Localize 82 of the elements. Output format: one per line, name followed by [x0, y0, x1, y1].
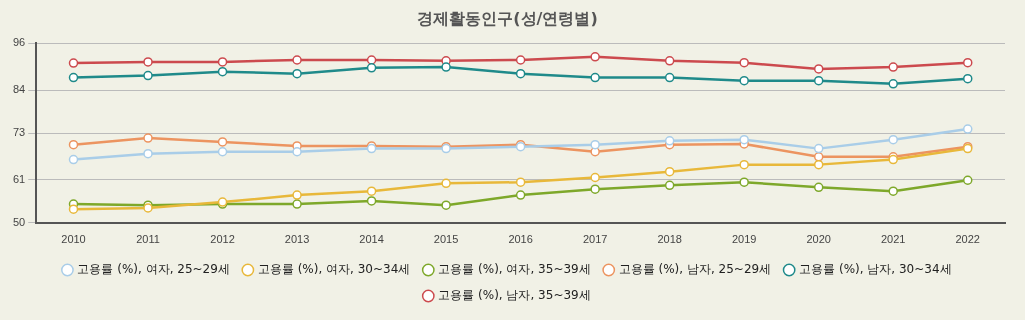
x-tick-label: 2016: [508, 233, 533, 246]
point: [292, 199, 302, 209]
chart-title: 경제활동인구(성/연령별): [417, 8, 598, 28]
point: [590, 172, 600, 183]
point: [739, 159, 749, 170]
point: [68, 72, 79, 83]
point: [888, 79, 898, 89]
legend-label: 고용률 (%), 여자, 35~39세: [438, 262, 591, 277]
point: [143, 148, 153, 159]
point: [813, 143, 824, 154]
point: [962, 124, 973, 134]
point: [813, 64, 824, 74]
point: [664, 180, 675, 191]
point: [366, 55, 377, 65]
point: [664, 56, 675, 66]
x-tick-label: 2022: [955, 233, 980, 246]
point: [68, 58, 79, 68]
point: [739, 57, 749, 68]
point: [590, 184, 600, 194]
point: [292, 55, 302, 65]
x-tick-label: 2013: [284, 233, 310, 246]
x-tick-label: 2012: [210, 233, 235, 246]
point: [515, 55, 526, 65]
point: [143, 133, 153, 143]
legend-label: 고용률 (%), 남자, 35~39세: [438, 288, 591, 303]
x-tick-label: 2018: [657, 233, 682, 246]
point: [962, 57, 973, 68]
point: [888, 134, 898, 145]
x-tick-label: 2015: [433, 233, 459, 246]
point: [68, 154, 79, 165]
y-tick-label: 96: [12, 36, 26, 49]
point: [590, 52, 600, 62]
x-tick-label: 2019: [731, 233, 757, 246]
point: [962, 175, 973, 185]
x-tick-label: 2011: [136, 233, 160, 246]
point: [962, 73, 973, 84]
point: [664, 72, 675, 83]
point: [68, 204, 79, 214]
point: [217, 57, 228, 67]
point: [143, 70, 153, 81]
point: [217, 66, 228, 77]
point: [441, 200, 451, 210]
point: [366, 186, 377, 196]
point: [590, 139, 600, 150]
point: [590, 72, 600, 83]
y-tick-label: 73: [12, 126, 26, 139]
y-tick-label: 61: [12, 172, 26, 185]
point: [739, 177, 749, 187]
point: [515, 190, 526, 200]
x-tick-label: 2017: [582, 233, 608, 246]
point: [143, 57, 153, 67]
point: [292, 68, 302, 79]
point: [441, 62, 451, 72]
point: [664, 166, 675, 177]
point: [515, 68, 526, 79]
point: [813, 75, 824, 86]
point: [813, 159, 824, 170]
point: [888, 62, 898, 72]
point: [68, 139, 79, 150]
point: [217, 146, 228, 157]
y-tick-label: 50: [12, 215, 26, 228]
legend-label: 고용률 (%), 남자, 25~29세: [618, 262, 772, 277]
point: [813, 182, 824, 193]
legend-label: 고용률 (%), 여자, 30~34세: [257, 262, 411, 277]
x-tick-label: 2014: [359, 233, 384, 246]
point: [292, 190, 302, 200]
point: [217, 137, 228, 147]
point: [366, 63, 377, 73]
point: [739, 134, 749, 145]
y-tick-label: 84: [12, 83, 26, 96]
point: [664, 136, 675, 146]
legend-label: 고용률 (%), 남자, 30~34세: [799, 262, 952, 277]
point: [366, 196, 377, 206]
point: [441, 178, 451, 189]
point: [292, 146, 302, 157]
legend-label: 고용률 (%), 여자, 25~29세: [77, 262, 230, 277]
x-tick-label: 2010: [61, 233, 86, 246]
point: [515, 177, 526, 187]
x-tick-label: 2021: [880, 233, 906, 246]
x-tick-label: 2020: [806, 233, 831, 246]
point: [888, 186, 898, 196]
point: [739, 75, 749, 86]
